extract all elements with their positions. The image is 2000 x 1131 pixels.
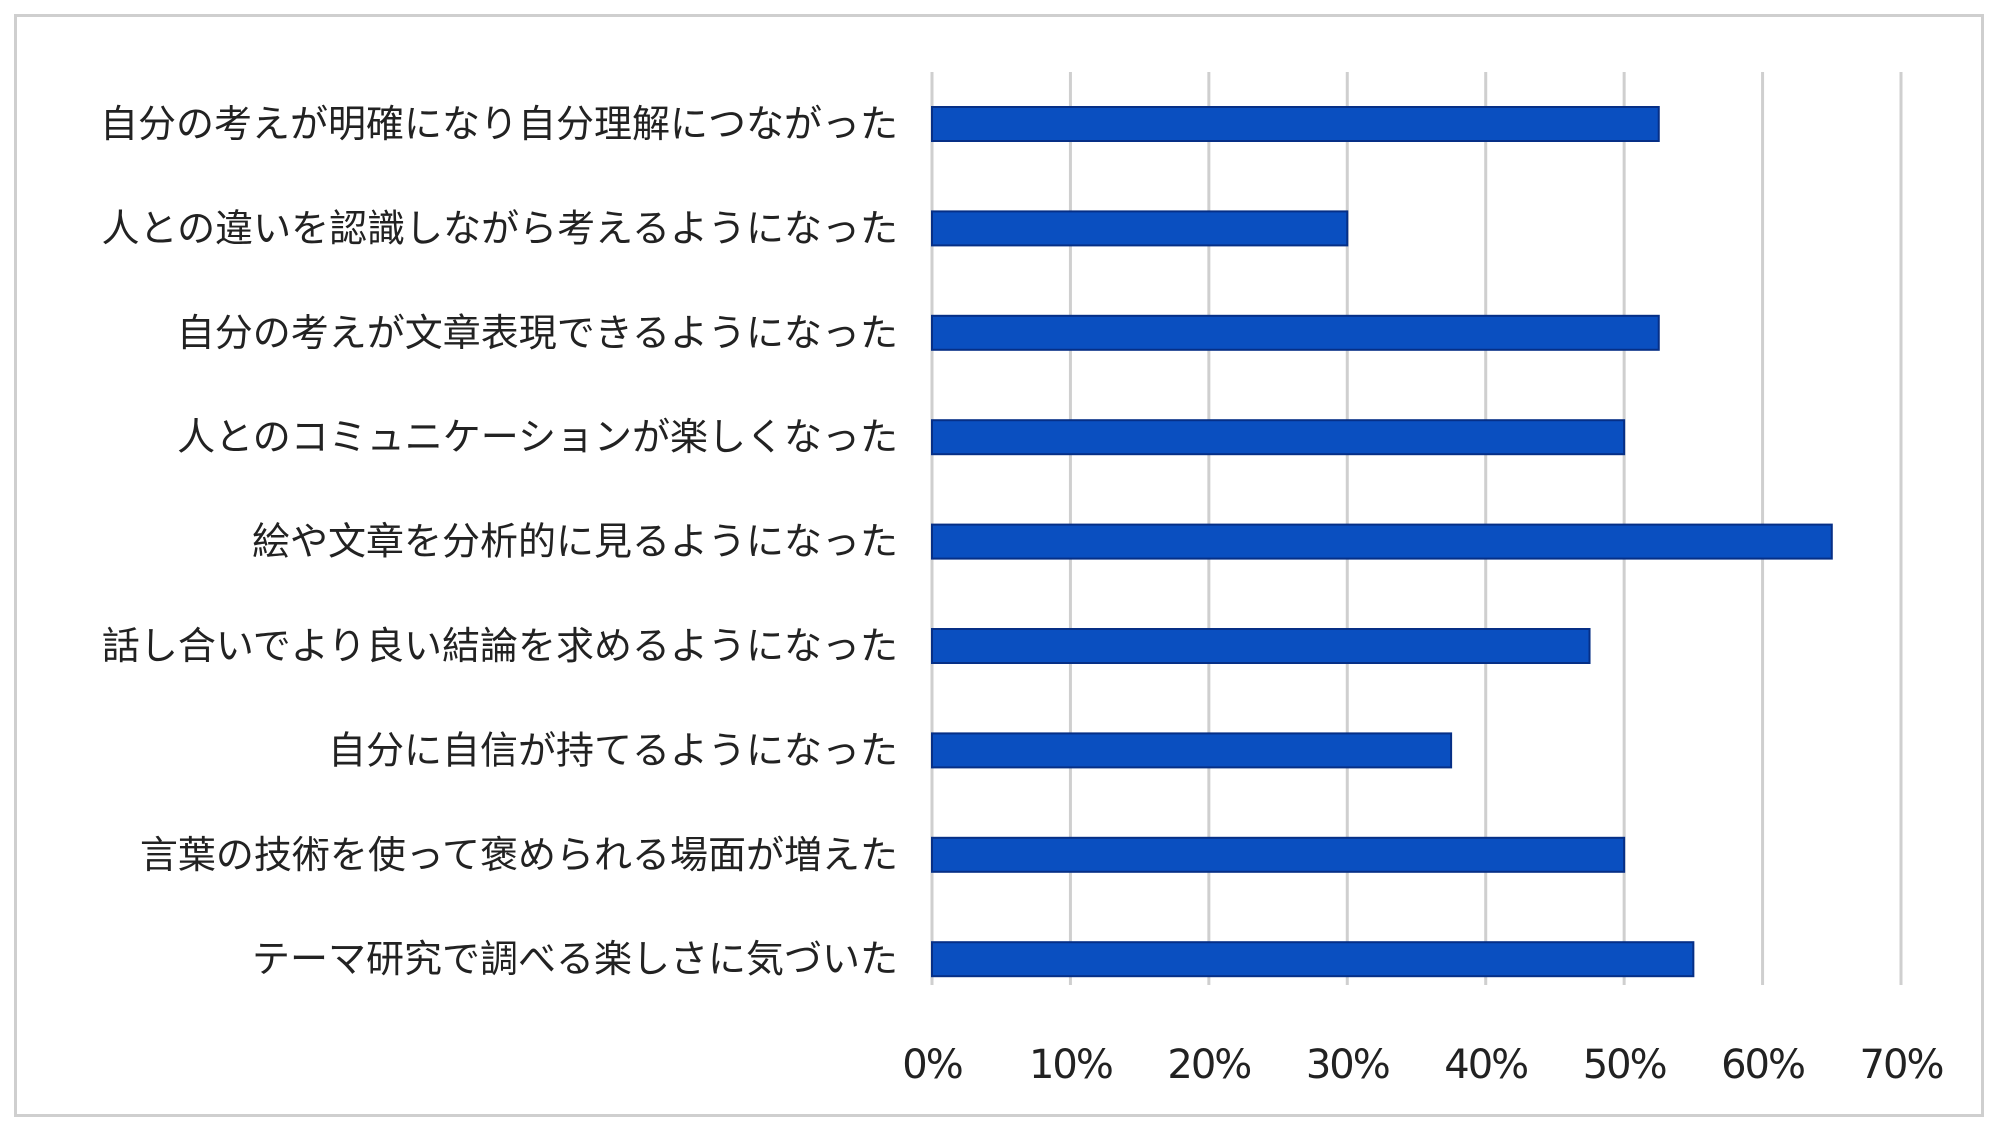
- category-labels: 自分の考えが明確になり自分理解につながった人との違いを認識しながら考えるようにな…: [100, 102, 898, 981]
- x-tick-labels: 0% 10% 20% 30% 40% 50% 60% 70%: [902, 1042, 1944, 1088]
- category-label: 話し合いでより良い結論を求めるようになった: [102, 624, 898, 668]
- bar: [931, 210, 1349, 247]
- category-label: 人との違いを認識しながら考えるようになった: [102, 206, 898, 250]
- bars: [931, 106, 1833, 978]
- chart-frame: [14, 14, 1984, 1117]
- x-tick-label: 0%: [902, 1042, 961, 1088]
- category-label: 言葉の技術を使って褒められる場面が増えた: [140, 833, 898, 877]
- bar: [931, 941, 1695, 978]
- category-label: 自分の考えが文章表現できるようになった: [177, 311, 898, 355]
- x-tick-label: 50%: [1583, 1042, 1666, 1088]
- x-tick-label: 30%: [1306, 1042, 1389, 1088]
- category-label: 絵や文章を分析的に見るようになった: [252, 520, 898, 564]
- x-tick-label: 40%: [1444, 1042, 1527, 1088]
- bar: [931, 836, 1626, 873]
- bar: [931, 523, 1833, 560]
- bar: [931, 628, 1591, 664]
- bar: [931, 314, 1660, 351]
- x-tick-label: 10%: [1029, 1042, 1112, 1088]
- category-label: 自分に自信が持てるようになった: [328, 728, 898, 772]
- category-label: 自分の考えが明確になり自分理解につながった: [100, 102, 898, 146]
- category-label: テーマ研究で調べる楽しさに気づいた: [252, 937, 898, 981]
- category-label: 人とのコミュニケーションが楽しくなった: [177, 415, 898, 459]
- bar: [931, 419, 1626, 456]
- x-tick-label: 60%: [1721, 1042, 1804, 1088]
- x-tick-label: 20%: [1167, 1042, 1250, 1088]
- bar: [931, 732, 1453, 769]
- bar: [931, 106, 1660, 142]
- x-tick-label: 70%: [1860, 1042, 1943, 1088]
